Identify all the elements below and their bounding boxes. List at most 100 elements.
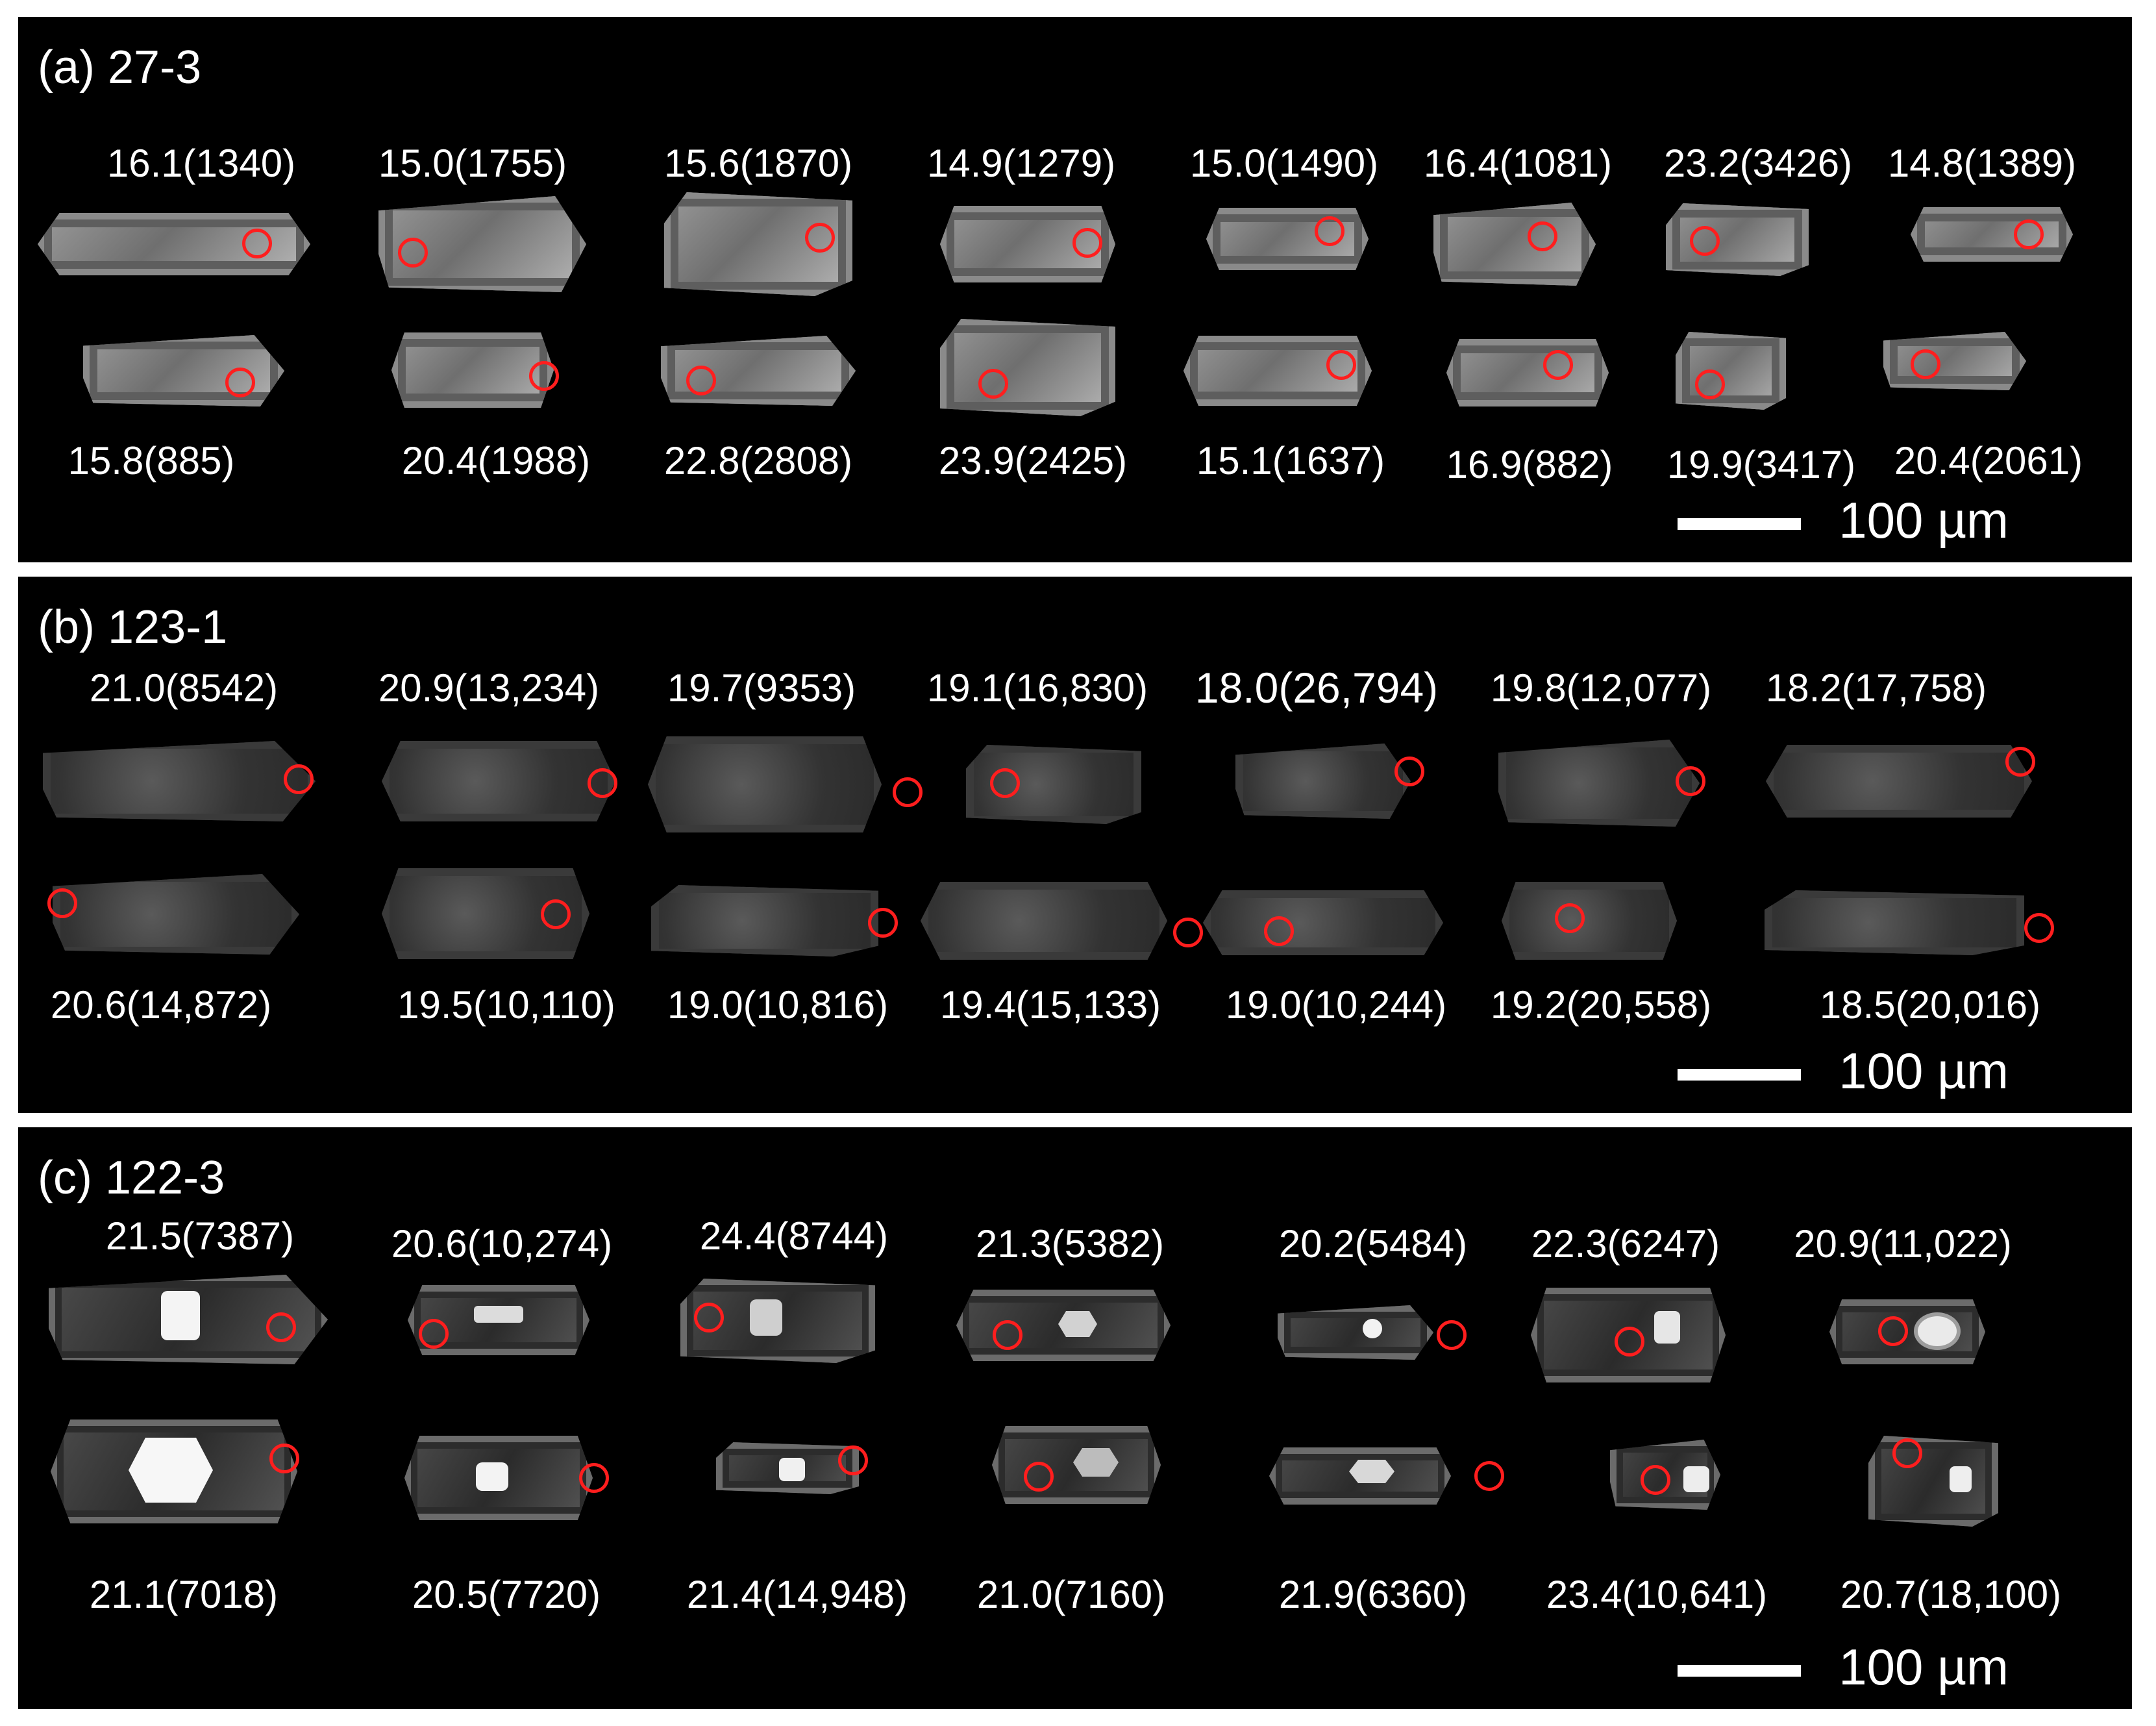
panel-a: (a) 27-3 16.1(1340) 15.0(1755) 15.6(1870… [18,17,2132,562]
grain-core [779,1458,805,1481]
grain-label: 20.4(1988) [401,439,591,482]
grain-core [1363,1319,1382,1338]
zircon-grain [1278,1305,1433,1360]
grain-label: 15.0(1755) [378,142,567,185]
grain-core [1950,1466,1972,1492]
grain-label: 15.8(885) [68,439,235,482]
analysis-spot [1695,369,1725,399]
grain-label: 19.7(9353) [667,666,856,710]
analysis-spot [1676,766,1705,796]
analysis-spot [1474,1461,1504,1491]
analysis-spot [868,908,898,938]
analysis-spot [1555,903,1585,933]
analysis-spot [419,1319,449,1349]
grain-label: 18.5(20,016) [1819,983,2041,1027]
panel-c: (c) 122-3 21.5(7387) 20.6(10,274) 24.4(8… [18,1127,2132,1709]
zircon-grain [1765,890,2024,955]
zircon-grain [1766,745,2032,818]
analysis-spot [2024,913,2054,943]
panel-title: (b) 123-1 [38,601,228,653]
analysis-spot [1528,221,1557,251]
zircon-grain [1502,882,1677,960]
zircon-grain [648,736,882,832]
grain-label: 15.0(1490) [1189,142,1379,185]
analysis-spot [1878,1316,1908,1346]
grain-label: 18.0(26,794) [1195,664,1439,712]
grain-label: 21.0(8542) [89,666,279,710]
scale-bar [1678,1665,1801,1677]
grain-label: 14.9(1279) [926,142,1116,185]
grain-label: 22.8(2808) [663,439,853,482]
grain-label: 23.4(10,641) [1546,1573,1768,1616]
grain-label: 23.9(2425) [938,439,1128,482]
analysis-spot [242,229,272,258]
grain-core [129,1438,213,1503]
scale-bar [1678,1069,1801,1081]
grain-core [750,1299,782,1336]
analysis-spot [269,1444,299,1473]
zircon-grain [391,332,554,408]
grain-label: 21.3(5382) [975,1222,1165,1266]
analysis-spot [1326,350,1356,380]
analysis-spot [694,1303,724,1332]
grain-label: 21.9(6360) [1278,1573,1468,1616]
zircon-grain [1676,332,1786,410]
analysis-spot [284,764,314,794]
analysis-spot [225,368,255,397]
analysis-spot [1173,918,1203,947]
grain-label: 16.4(1081) [1423,142,1613,185]
grain-label: 20.5(7720) [412,1573,601,1616]
analysis-spot [1615,1327,1644,1357]
grain-label: 21.4(14,948) [686,1573,908,1616]
analysis-spot [579,1463,609,1493]
zircon-grain [1666,203,1809,276]
grain-label: 16.9(882) [1446,443,1613,486]
grain-label: 21.1(7018) [89,1573,279,1616]
grain-label: 22.3(6247) [1531,1222,1720,1266]
grain-label: 14.8(1389) [1887,142,2077,185]
zircon-grain [940,319,1115,416]
analysis-spot [1264,916,1294,946]
grain-label: 21.0(7160) [976,1573,1166,1616]
analysis-spot [993,1320,1022,1350]
analysis-spot [2014,219,2044,249]
analysis-spot [1641,1465,1670,1495]
grain-core [1073,1448,1119,1477]
zircon-grain [651,885,878,957]
analysis-spot [1394,757,1424,786]
analysis-spot [990,768,1020,798]
grain-label: 23.2(3426) [1663,142,1853,185]
analysis-spot [893,777,923,807]
grain-label: 20.7(18,100) [1840,1573,2062,1616]
analysis-spot [1024,1462,1054,1492]
zircon-grain [1911,207,2073,262]
grain-label: 24.4(8744) [699,1214,889,1258]
grain-label: 18.2(17,758) [1765,666,1987,710]
grain-label: 20.2(5484) [1278,1222,1468,1266]
grain-label: 19.9(3417) [1667,443,1856,486]
zircon-grain [1868,1436,1998,1527]
scale-label: 100 µm [1839,1638,2009,1695]
grain-label: 19.8(12,077) [1490,666,1712,710]
grain-label: 20.4(2061) [1894,439,2083,482]
zircon-grain [382,741,615,821]
grain-label: 20.9(11,022) [1794,1222,2012,1266]
zircon-grain [1433,203,1596,286]
scale-bar [1678,518,1801,530]
grain-core [476,1462,508,1491]
grain-label: 15.1(1637) [1196,439,1385,482]
grain-label: 15.6(1870) [663,142,853,185]
grain-core [474,1306,523,1323]
analysis-spot [541,899,571,929]
analysis-spot [588,768,617,798]
analysis-spot [805,223,835,253]
grain-label: 19.2(20,558) [1490,983,1712,1027]
grain-core [161,1291,200,1340]
grain-label: 19.0(10,244) [1225,983,1447,1027]
zircon-grain [1206,208,1369,270]
analysis-spot [398,238,428,268]
zircon-grain [921,882,1167,960]
zircon-grain [1883,332,2026,390]
grain-label: 20.6(14,872) [50,983,272,1027]
zircon-grain [43,741,316,821]
